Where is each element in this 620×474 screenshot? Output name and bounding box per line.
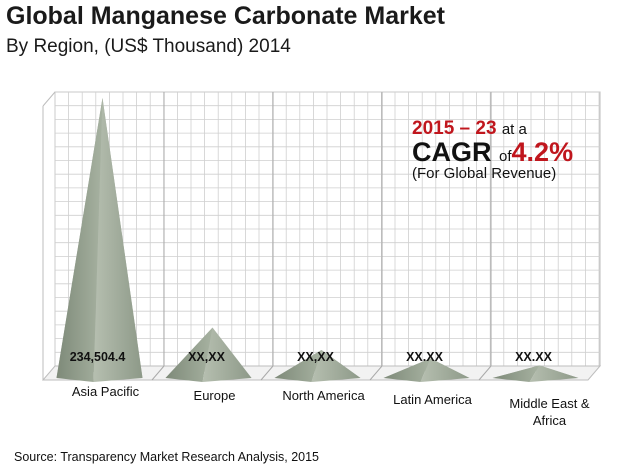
value-label-2: XX,XX bbox=[297, 350, 334, 364]
value-label-4: XX.XX bbox=[515, 350, 552, 364]
pyramid-0 bbox=[56, 98, 143, 382]
pyramid-1 bbox=[165, 327, 252, 382]
cagr-of: of bbox=[499, 148, 512, 165]
value-label-3: XX.XX bbox=[406, 350, 443, 364]
category-label-0: Asia Pacific bbox=[72, 384, 140, 399]
pyramid-3 bbox=[383, 358, 470, 382]
cagr-note: (For Global Revenue) bbox=[412, 165, 557, 182]
source-note: Source: Transparency Market Research Ana… bbox=[14, 450, 320, 464]
category-label-3: Latin America bbox=[393, 392, 473, 407]
value-label-0: 234,504.4 bbox=[70, 350, 126, 364]
pyramid-4 bbox=[492, 365, 579, 382]
cagr-word: CAGR bbox=[412, 137, 492, 167]
pyramid-2 bbox=[274, 350, 361, 382]
chart-title: Global Manganese Carbonate Market bbox=[6, 2, 446, 30]
category-label-2: North America bbox=[282, 388, 365, 403]
cagr-rate: 4.2% bbox=[511, 137, 574, 167]
category-label-1: Europe bbox=[194, 388, 236, 403]
cagr-callout: 2015 – 23 at a CAGR of4.2% (For Global R… bbox=[412, 118, 573, 182]
cagr-period: 2015 – 23 bbox=[412, 118, 497, 139]
chart-subtitle: By Region, (US$ Thousand) 2014 bbox=[6, 36, 291, 57]
category-label-4: Middle East & Africa bbox=[509, 396, 590, 428]
value-label-1: XX,XX bbox=[188, 350, 225, 364]
cagr-at-a: at a bbox=[501, 121, 527, 138]
